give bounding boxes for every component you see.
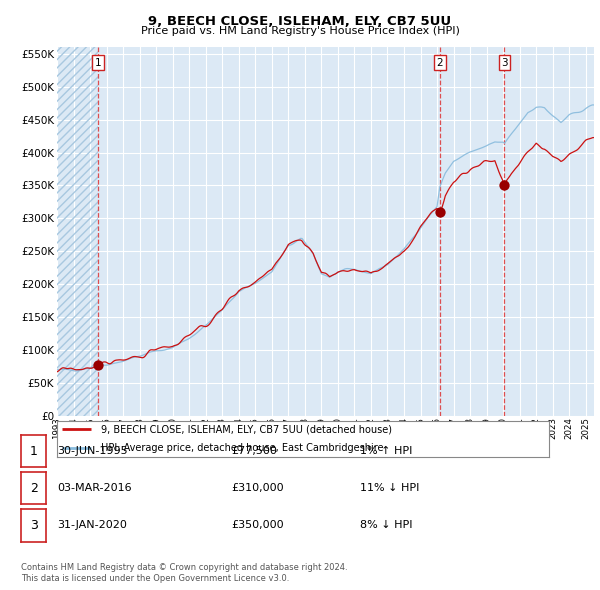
Text: 9, BEECH CLOSE, ISLEHAM, ELY, CB7 5UU (detached house): 9, BEECH CLOSE, ISLEHAM, ELY, CB7 5UU (d…	[101, 424, 392, 434]
Text: 31-JAN-2020: 31-JAN-2020	[57, 520, 127, 530]
Text: 1: 1	[29, 444, 38, 458]
Text: 2: 2	[29, 481, 38, 495]
Point	[500, 181, 509, 190]
Point	[435, 207, 445, 217]
Text: 9, BEECH CLOSE, ISLEHAM, ELY, CB7 5UU: 9, BEECH CLOSE, ISLEHAM, ELY, CB7 5UU	[148, 15, 452, 28]
Text: Price paid vs. HM Land Registry's House Price Index (HPI): Price paid vs. HM Land Registry's House …	[140, 26, 460, 36]
Text: £350,000: £350,000	[231, 520, 284, 530]
Text: 03-MAR-2016: 03-MAR-2016	[57, 483, 131, 493]
Text: £310,000: £310,000	[231, 483, 284, 493]
Text: 1: 1	[95, 58, 101, 67]
Text: 3: 3	[29, 519, 38, 532]
Text: 8% ↓ HPI: 8% ↓ HPI	[360, 520, 413, 530]
Text: Contains HM Land Registry data © Crown copyright and database right 2024.: Contains HM Land Registry data © Crown c…	[21, 563, 347, 572]
Text: £77,500: £77,500	[231, 446, 277, 456]
Text: 1% ↑ HPI: 1% ↑ HPI	[360, 446, 412, 456]
Point	[94, 360, 103, 370]
Text: This data is licensed under the Open Government Licence v3.0.: This data is licensed under the Open Gov…	[21, 574, 289, 583]
Text: 30-JUN-1995: 30-JUN-1995	[57, 446, 128, 456]
Text: 3: 3	[501, 58, 508, 67]
Text: 11% ↓ HPI: 11% ↓ HPI	[360, 483, 419, 493]
Text: 2: 2	[437, 58, 443, 67]
Text: HPI: Average price, detached house, East Cambridgeshire: HPI: Average price, detached house, East…	[101, 444, 384, 454]
